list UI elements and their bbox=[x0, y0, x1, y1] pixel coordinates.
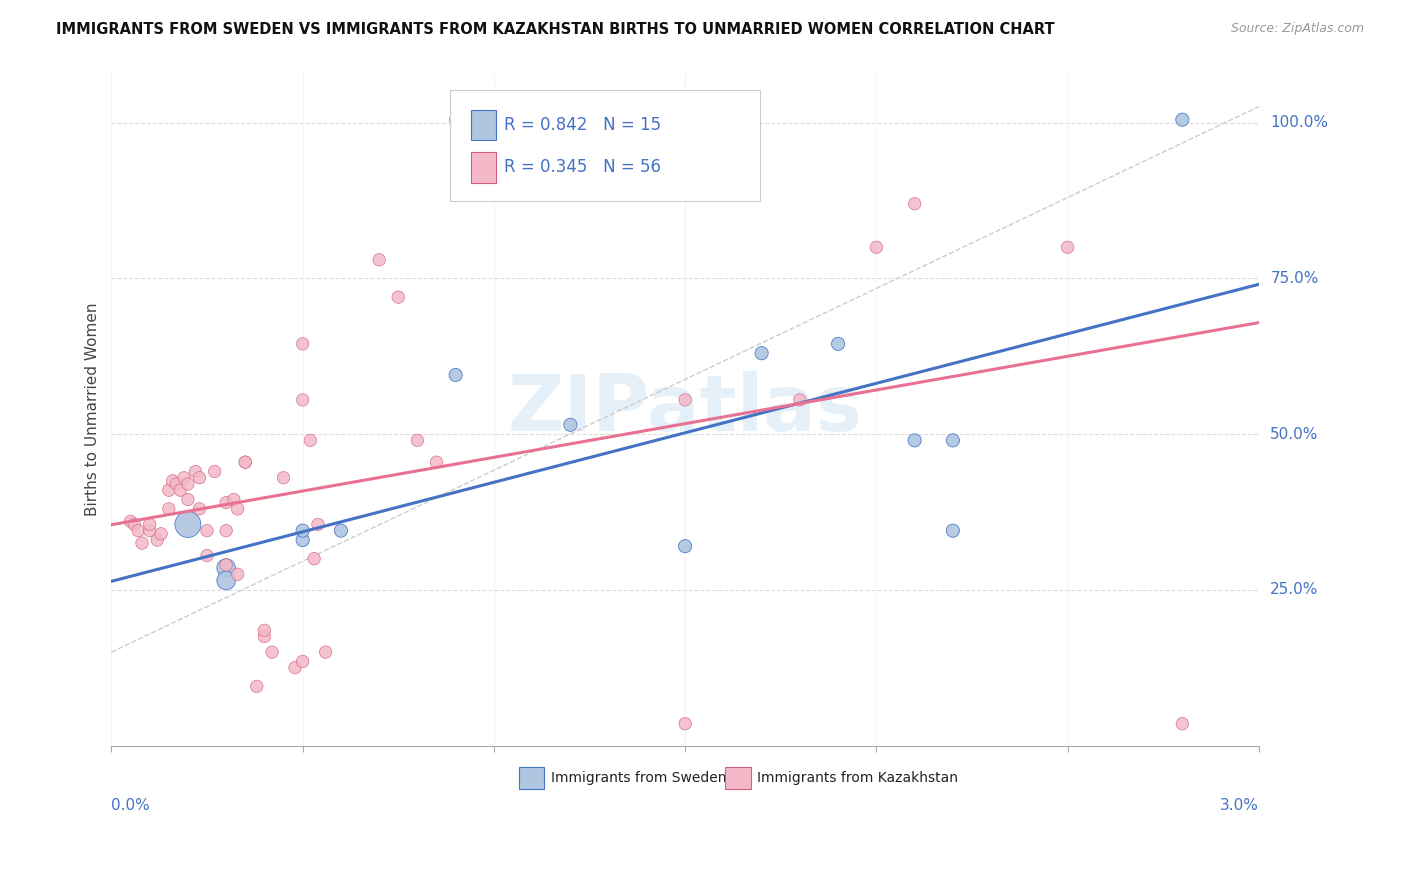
Point bbox=[284, 661, 307, 675]
Point bbox=[253, 630, 276, 644]
Point bbox=[120, 514, 142, 528]
Text: ZIPatlas: ZIPatlas bbox=[508, 371, 863, 447]
Point bbox=[138, 517, 160, 532]
Point bbox=[942, 434, 965, 448]
Point bbox=[387, 290, 409, 304]
Point bbox=[673, 392, 696, 407]
Point bbox=[226, 501, 249, 516]
Point bbox=[260, 645, 283, 659]
Point bbox=[425, 455, 447, 469]
Point bbox=[124, 517, 146, 532]
Point bbox=[827, 336, 849, 351]
Point bbox=[560, 417, 582, 432]
Point bbox=[222, 492, 245, 507]
Point bbox=[162, 474, 184, 488]
Point bbox=[246, 679, 269, 693]
Point bbox=[169, 483, 191, 498]
Point bbox=[157, 501, 180, 516]
Y-axis label: Births to Unmarried Women: Births to Unmarried Women bbox=[86, 302, 100, 516]
FancyBboxPatch shape bbox=[471, 110, 496, 140]
Point bbox=[233, 455, 256, 469]
Point bbox=[1171, 716, 1194, 731]
Text: 0.0%: 0.0% bbox=[111, 798, 150, 814]
FancyBboxPatch shape bbox=[519, 767, 544, 789]
Text: R = 0.345   N = 56: R = 0.345 N = 56 bbox=[503, 158, 661, 176]
Point bbox=[751, 346, 773, 360]
Point bbox=[195, 549, 218, 563]
Point bbox=[291, 524, 314, 538]
Point bbox=[299, 434, 322, 448]
Point bbox=[204, 465, 226, 479]
FancyBboxPatch shape bbox=[725, 767, 751, 789]
Text: Immigrants from Sweden: Immigrants from Sweden bbox=[551, 771, 727, 785]
FancyBboxPatch shape bbox=[471, 153, 496, 183]
Point bbox=[157, 483, 180, 498]
Point bbox=[444, 368, 467, 382]
Point bbox=[146, 533, 169, 547]
Point bbox=[406, 434, 429, 448]
FancyBboxPatch shape bbox=[450, 90, 759, 201]
Point bbox=[195, 524, 218, 538]
Point bbox=[138, 524, 160, 538]
Point bbox=[233, 455, 256, 469]
Point bbox=[273, 471, 295, 485]
Point bbox=[904, 434, 927, 448]
Point bbox=[904, 196, 927, 211]
Point bbox=[184, 465, 207, 479]
Text: 50.0%: 50.0% bbox=[1270, 426, 1319, 442]
Point bbox=[150, 526, 173, 541]
Point bbox=[1171, 112, 1194, 127]
Point bbox=[291, 392, 314, 407]
Point bbox=[215, 524, 238, 538]
Point bbox=[942, 524, 965, 538]
Point bbox=[226, 567, 249, 582]
Point bbox=[789, 392, 811, 407]
Text: 3.0%: 3.0% bbox=[1220, 798, 1258, 814]
Point bbox=[673, 716, 696, 731]
Point bbox=[173, 471, 195, 485]
Point bbox=[307, 517, 329, 532]
Text: 75.0%: 75.0% bbox=[1270, 271, 1319, 286]
Point bbox=[215, 574, 238, 588]
Point bbox=[1056, 240, 1078, 254]
Point bbox=[673, 539, 696, 553]
Point bbox=[177, 517, 200, 532]
Point bbox=[291, 336, 314, 351]
Point bbox=[444, 112, 467, 127]
Point bbox=[329, 524, 352, 538]
Point bbox=[177, 492, 200, 507]
Point bbox=[127, 524, 149, 538]
Point bbox=[482, 112, 505, 127]
Point bbox=[215, 561, 238, 575]
Text: Immigrants from Kazakhstan: Immigrants from Kazakhstan bbox=[758, 771, 959, 785]
Point bbox=[865, 240, 887, 254]
Point bbox=[215, 496, 238, 510]
Point bbox=[215, 558, 238, 572]
Text: R = 0.842   N = 15: R = 0.842 N = 15 bbox=[503, 116, 661, 134]
Point bbox=[165, 477, 187, 491]
Point bbox=[291, 655, 314, 669]
Point bbox=[291, 533, 314, 547]
Point bbox=[177, 477, 200, 491]
Point bbox=[131, 536, 153, 550]
Text: IMMIGRANTS FROM SWEDEN VS IMMIGRANTS FROM KAZAKHSTAN BIRTHS TO UNMARRIED WOMEN C: IMMIGRANTS FROM SWEDEN VS IMMIGRANTS FRO… bbox=[56, 22, 1054, 37]
Point bbox=[315, 645, 337, 659]
Point bbox=[368, 252, 391, 267]
Point bbox=[188, 471, 211, 485]
Point bbox=[302, 551, 325, 566]
Text: 100.0%: 100.0% bbox=[1270, 115, 1329, 130]
Point bbox=[253, 624, 276, 638]
Text: Source: ZipAtlas.com: Source: ZipAtlas.com bbox=[1230, 22, 1364, 36]
Text: 25.0%: 25.0% bbox=[1270, 582, 1319, 598]
Point bbox=[188, 501, 211, 516]
